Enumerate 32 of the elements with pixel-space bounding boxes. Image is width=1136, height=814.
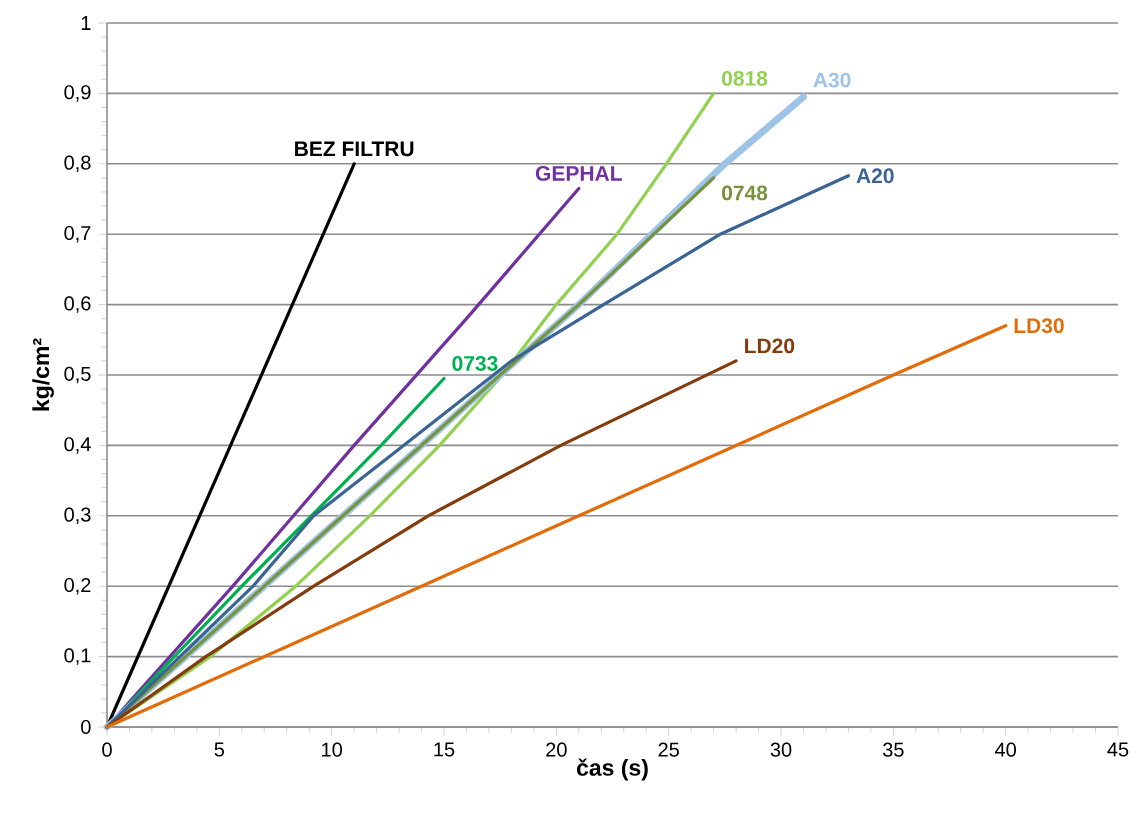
y-tick-label: 0,5 [64, 366, 91, 384]
y-tick-label: 0,3 [64, 507, 91, 525]
series-label: A20 [856, 168, 894, 184]
series-label: 0733 [452, 356, 498, 371]
x-tick-label: 10 [322, 742, 343, 757]
series-label: LD30 [1014, 318, 1064, 334]
x-tick-label: 40 [995, 742, 1017, 757]
x-tick-label: 5 [214, 742, 225, 757]
x-tick-label: 15 [434, 742, 455, 757]
y-tick-label: 0,1 [64, 648, 91, 665]
x-tick-label: 20 [546, 742, 567, 757]
x-tick-label: 30 [770, 742, 792, 757]
series-label: GEPHAL [535, 165, 622, 181]
y-tick-label: 0,4 [64, 437, 91, 454]
series-label: LD20 [745, 338, 795, 354]
x-axis-title: čas (s) [576, 758, 648, 781]
x-tick-label: 45 [1107, 742, 1129, 757]
y-tick-label: 0,8 [64, 155, 91, 173]
series-label: BEZ FILTRU [295, 141, 414, 157]
y-tick-label: 0,9 [64, 85, 91, 102]
y-tick-label: 0,7 [64, 225, 91, 243]
series-label: 0748 [722, 185, 768, 201]
y-axis-title: kg/cm² [32, 338, 54, 411]
y-tick-label: 0 [81, 719, 91, 735]
x-tick-label: 25 [658, 742, 679, 757]
y-tick-label: 0,2 [64, 577, 91, 595]
series-label: A30 [813, 72, 851, 88]
y-tick-label: 1 [81, 16, 91, 30]
x-tick-label: 35 [882, 742, 904, 757]
x-tick-label: 0 [102, 742, 112, 757]
y-tick-label: 0,6 [64, 296, 91, 313]
series-label: 0818 [722, 70, 768, 86]
